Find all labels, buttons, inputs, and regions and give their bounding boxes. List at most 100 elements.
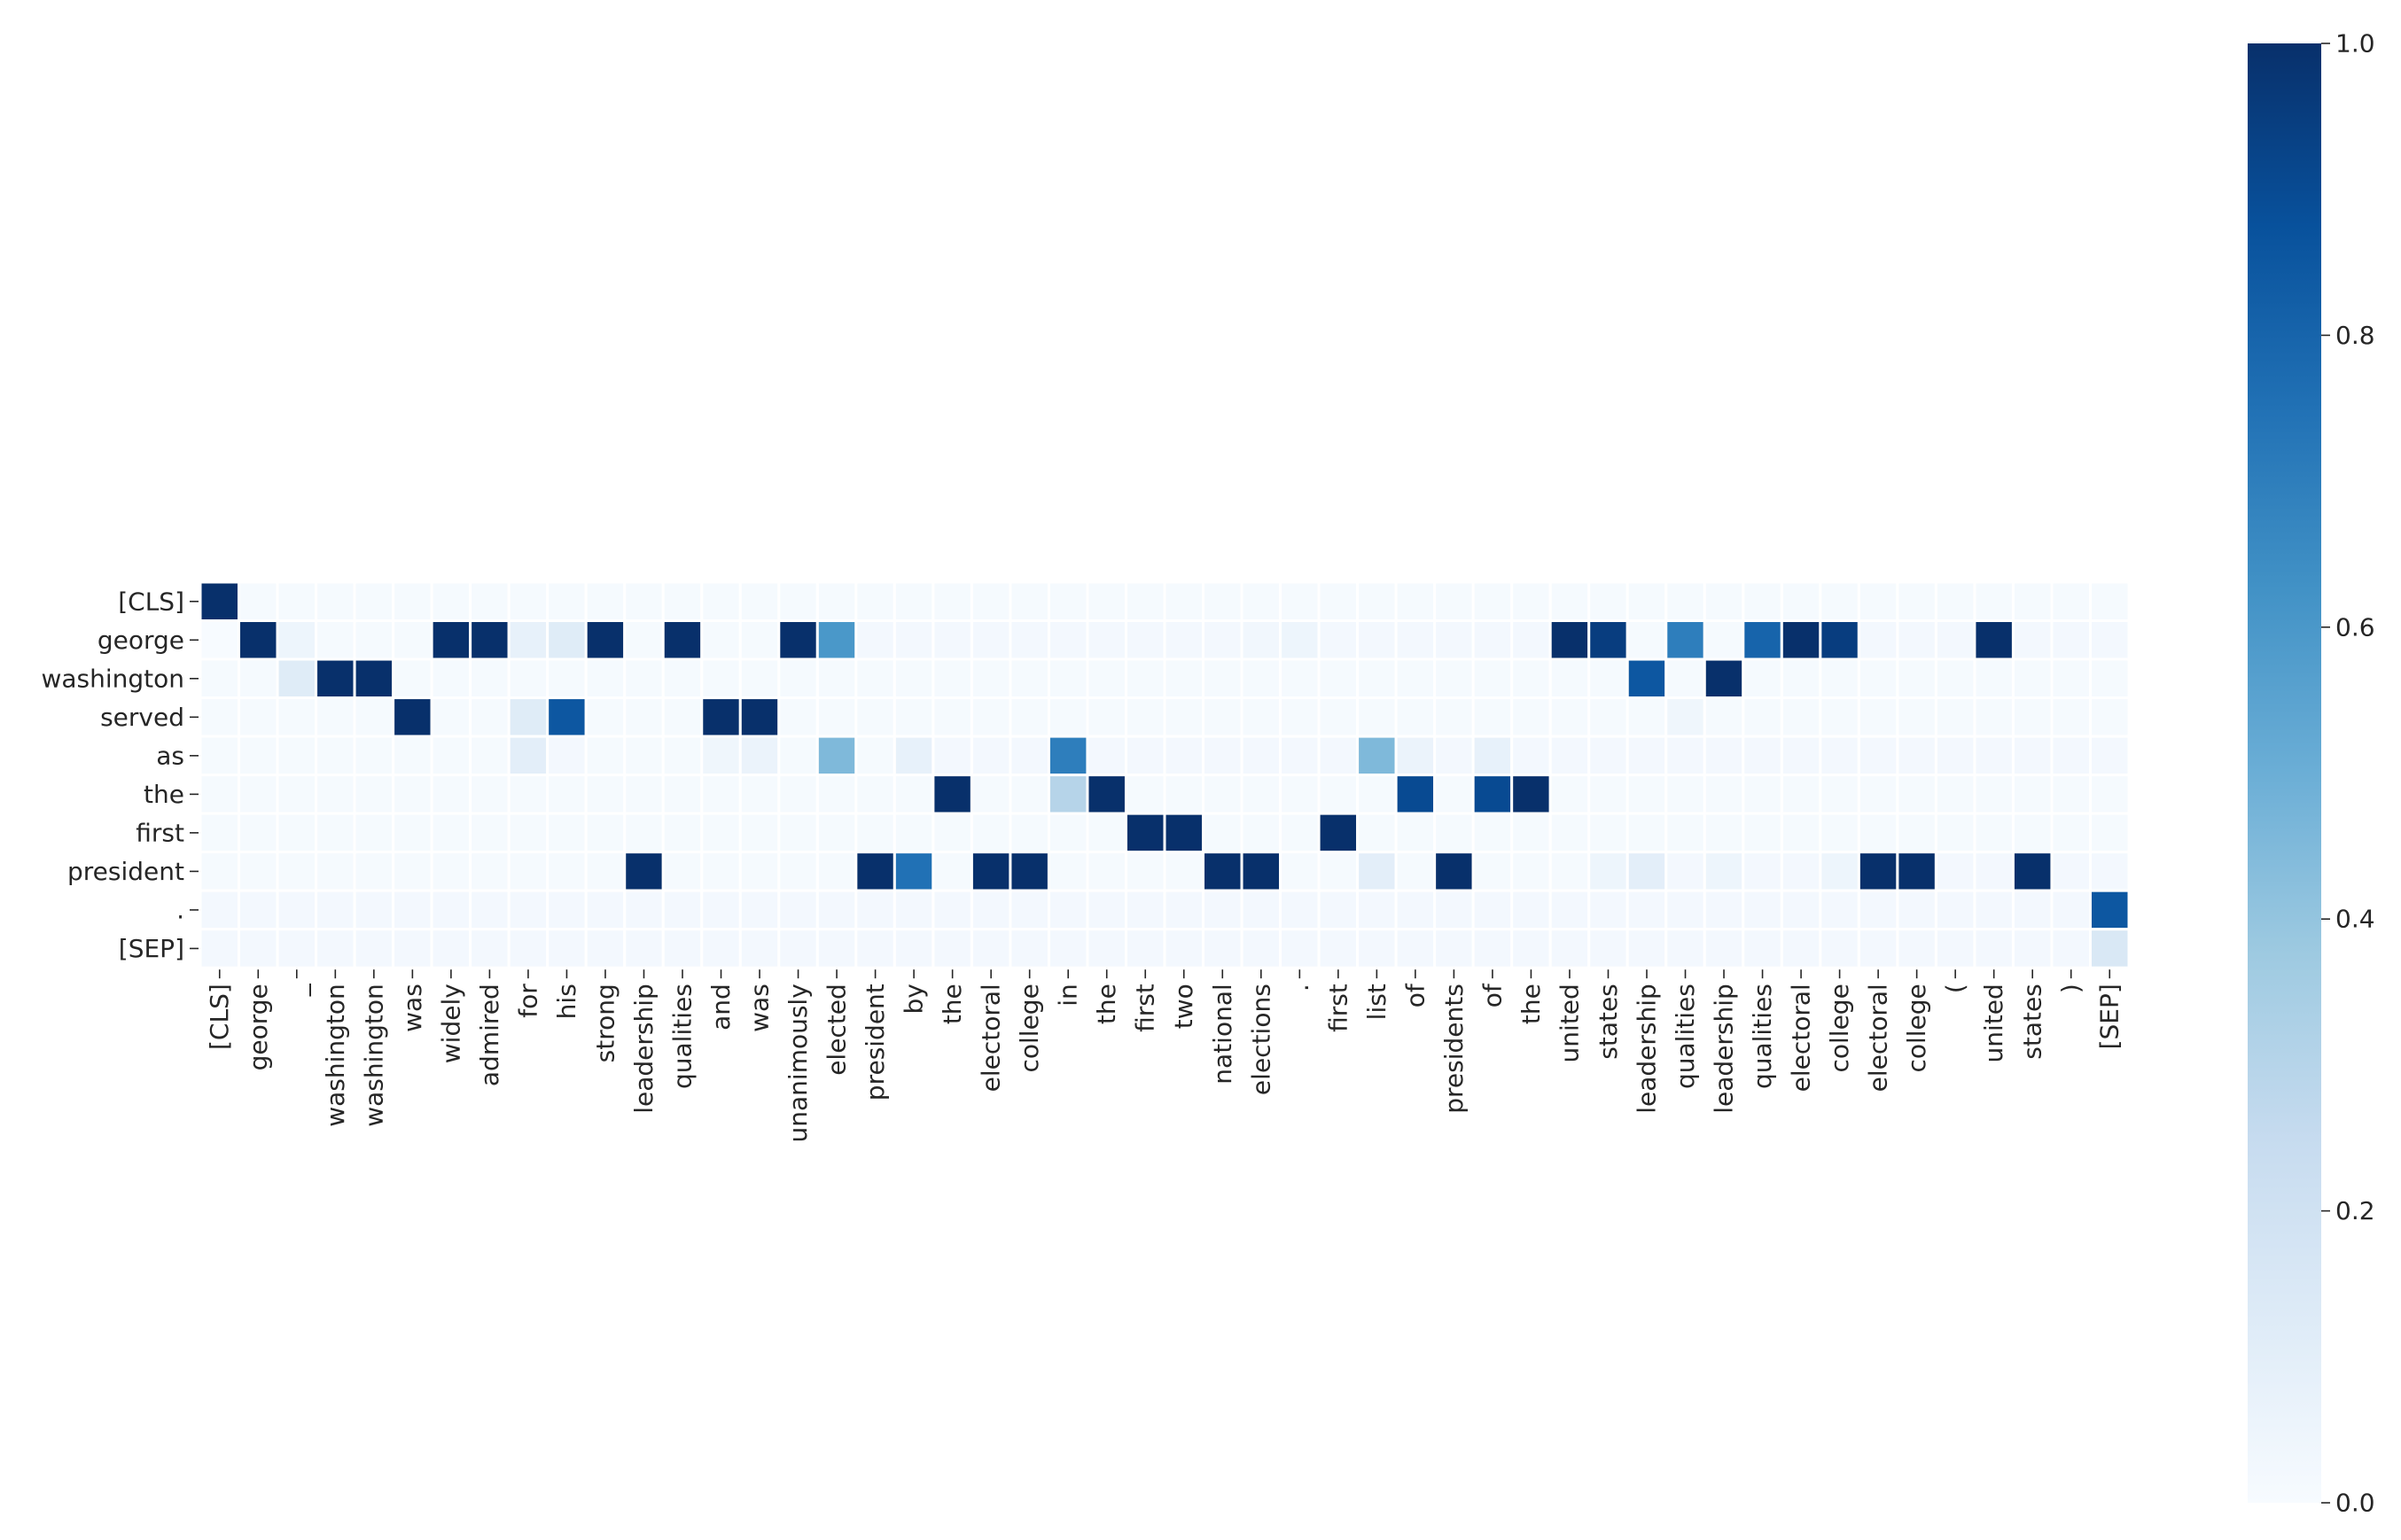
x-axis: [CLS] george _ washington washington was widel… xyxy=(205,969,2124,1142)
heatmap-cell xyxy=(2088,851,2131,892)
heatmap-cell xyxy=(1471,889,1514,931)
heatmap-cell xyxy=(1124,580,1166,623)
heatmap-cell xyxy=(1625,851,1668,892)
x-tick-label: list xyxy=(1362,984,1391,1020)
heatmap-cell xyxy=(1317,889,1360,931)
heatmap-cell xyxy=(1703,580,1745,623)
heatmap-cell xyxy=(854,619,896,661)
y-tick-label: washington xyxy=(41,664,184,693)
heatmap-cell xyxy=(1009,851,1050,892)
heatmap-cell xyxy=(738,812,781,854)
heatmap-cell xyxy=(1240,619,1282,661)
heatmap-cell xyxy=(1510,889,1552,931)
heatmap-cell xyxy=(584,889,627,931)
heatmap-cell xyxy=(584,851,627,892)
heatmap-cell xyxy=(1086,619,1127,661)
colorbar-ticks: 0.0 0.2 0.4 0.6 0.8 1.0 xyxy=(2321,29,2375,1518)
heatmap-cell xyxy=(1240,696,1282,738)
heatmap-cell xyxy=(1934,657,1976,700)
x-tick-label: widely xyxy=(436,984,465,1063)
heatmap-cell xyxy=(2011,619,2054,661)
heatmap-cell xyxy=(1124,735,1166,777)
heatmap-cell xyxy=(1433,889,1475,931)
heatmap-cell xyxy=(661,619,704,661)
heatmap-cell xyxy=(199,735,241,777)
heatmap-cell xyxy=(1163,774,1205,815)
heatmap-cell xyxy=(1857,774,1899,815)
heatmap-cell xyxy=(1202,889,1243,931)
x-tick-label: president xyxy=(861,984,890,1101)
heatmap-cell xyxy=(353,812,395,854)
x-tick-label: first xyxy=(1323,984,1353,1032)
heatmap-cell xyxy=(1742,619,1783,661)
heatmap-cell xyxy=(238,580,279,623)
heatmap-cell xyxy=(1317,774,1360,815)
x-tick-label: college xyxy=(1015,984,1044,1072)
heatmap-cell xyxy=(392,580,433,623)
heatmap-cell xyxy=(199,928,241,969)
heatmap-cell xyxy=(1394,696,1437,738)
heatmap-cell xyxy=(1163,851,1205,892)
heatmap-cell xyxy=(276,619,318,661)
heatmap-cell xyxy=(815,657,858,700)
heatmap-cell xyxy=(1703,889,1745,931)
heatmap-cell xyxy=(1394,812,1437,854)
heatmap-cell xyxy=(2050,657,2092,700)
heatmap-cell xyxy=(2088,619,2131,661)
heatmap-cell xyxy=(970,619,1012,661)
heatmap-cell xyxy=(1548,580,1591,623)
heatmap-cell xyxy=(1471,774,1514,815)
heatmap-cell xyxy=(1742,851,1783,892)
heatmap-cell xyxy=(507,889,550,931)
y-tick-label: george xyxy=(97,626,184,655)
heatmap-cell xyxy=(430,580,472,623)
heatmap-cell xyxy=(1471,696,1514,738)
heatmap-cell xyxy=(1510,774,1552,815)
heatmap-cell xyxy=(1973,657,2015,700)
x-tick-label: two xyxy=(1169,984,1198,1029)
heatmap-cell xyxy=(777,851,819,892)
heatmap-cell xyxy=(1819,812,1860,854)
heatmap-cell xyxy=(430,851,472,892)
heatmap-cell xyxy=(623,928,665,969)
heatmap-cell xyxy=(315,889,356,931)
heatmap-cell xyxy=(854,928,896,969)
heatmap-cell xyxy=(1934,889,1976,931)
heatmap-cells xyxy=(199,580,2131,969)
heatmap-cell xyxy=(507,657,550,700)
heatmap-cell xyxy=(1471,812,1514,854)
heatmap-cell xyxy=(1857,580,1899,623)
x-tick-label: ) xyxy=(2056,984,2085,993)
heatmap-cell xyxy=(1664,851,1706,892)
heatmap-cell xyxy=(507,696,550,738)
y-tick-label: served xyxy=(100,703,184,732)
heatmap-cell xyxy=(1780,696,1822,738)
heatmap-cell xyxy=(1587,851,1629,892)
heatmap-cell xyxy=(738,657,781,700)
heatmap-cell xyxy=(2050,851,2092,892)
heatmap-cell xyxy=(1780,580,1822,623)
heatmap-cell xyxy=(1625,735,1668,777)
heatmap-cell xyxy=(1510,928,1552,969)
heatmap-cell xyxy=(1548,696,1591,738)
heatmap-cell xyxy=(1703,696,1745,738)
heatmap-cell xyxy=(1664,619,1706,661)
heatmap-cell xyxy=(893,735,935,777)
heatmap-cell xyxy=(546,580,588,623)
heatmap-cell xyxy=(469,696,511,738)
heatmap-cell xyxy=(1124,619,1166,661)
heatmap-cell xyxy=(1973,928,2015,969)
x-tick-label: in xyxy=(1054,984,1083,1007)
heatmap-cell xyxy=(1356,735,1398,777)
heatmap-cell xyxy=(700,657,742,700)
heatmap-cell xyxy=(1124,851,1166,892)
heatmap-cell xyxy=(1471,619,1514,661)
heatmap-cell xyxy=(392,735,433,777)
heatmap-cell xyxy=(1124,657,1166,700)
heatmap-cell xyxy=(1973,851,2015,892)
heatmap-cell xyxy=(1973,619,2015,661)
heatmap-cell xyxy=(276,696,318,738)
x-tick-label: of xyxy=(1400,983,1430,1007)
heatmap-cell xyxy=(1240,928,1282,969)
heatmap-cell xyxy=(1086,696,1127,738)
